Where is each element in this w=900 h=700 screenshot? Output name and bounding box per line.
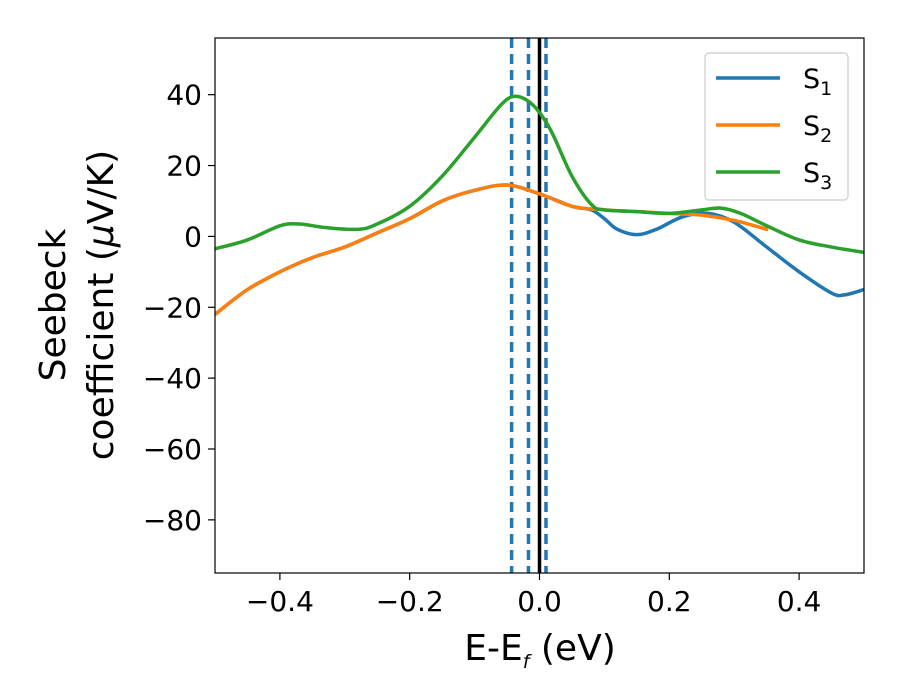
y-axis-label-line1: Seebeck xyxy=(33,228,74,381)
y-tick-label: −20 xyxy=(143,291,202,324)
legend-label-sub: 2 xyxy=(820,125,832,147)
y-tick-label: 0 xyxy=(184,220,202,253)
y-tick-label: −40 xyxy=(143,362,202,395)
y-tick-label: 40 xyxy=(166,79,202,112)
y-tick-label: −80 xyxy=(143,504,202,537)
y-axis-label-line2: coefficient (μV/K) xyxy=(81,150,122,460)
legend-label-s2: S2 xyxy=(803,111,832,147)
y-tick-label: −60 xyxy=(143,433,202,466)
series-lines xyxy=(215,94,864,317)
x-axis-ticks: −0.4 −0.2 0.0 0.2 0.4 xyxy=(246,573,821,618)
y-axis-label: Seebeck coefficient (μV/K) xyxy=(33,150,122,460)
x-axis-label-sub: f xyxy=(523,651,533,673)
y-axis-label-line2-text: coefficient ( xyxy=(81,247,122,460)
legend-label-sub: 3 xyxy=(820,172,832,194)
y-axis-ticks: −80 −60 −40 −20 0 20 40 xyxy=(143,79,215,537)
legend-label-s3: S3 xyxy=(803,158,832,194)
legend-label-main: S xyxy=(803,111,820,142)
y-axis-label-unit: V/K) xyxy=(81,150,122,224)
legend-label-main: S xyxy=(803,64,820,95)
x-tick-label: 0.2 xyxy=(647,585,692,618)
vertical-reference-lines xyxy=(509,38,548,573)
x-axis-label-unit: (eV) xyxy=(529,628,615,669)
legend-label-s1: S1 xyxy=(803,64,832,100)
x-axis-label-main: E-E xyxy=(464,628,522,669)
x-tick-label: 0.4 xyxy=(777,585,822,618)
x-tick-label: 0.0 xyxy=(517,585,562,618)
series-line-s3 xyxy=(215,94,864,255)
x-tick-label: −0.2 xyxy=(376,585,444,618)
legend-label-main: S xyxy=(803,158,820,189)
legend-label-sub: 1 xyxy=(820,78,832,100)
y-tick-label: 20 xyxy=(166,150,202,183)
x-axis-label: E-Ef (eV) xyxy=(464,628,616,673)
y-axis-label-mu: μ xyxy=(81,224,122,248)
x-tick-label: −0.4 xyxy=(246,585,314,618)
